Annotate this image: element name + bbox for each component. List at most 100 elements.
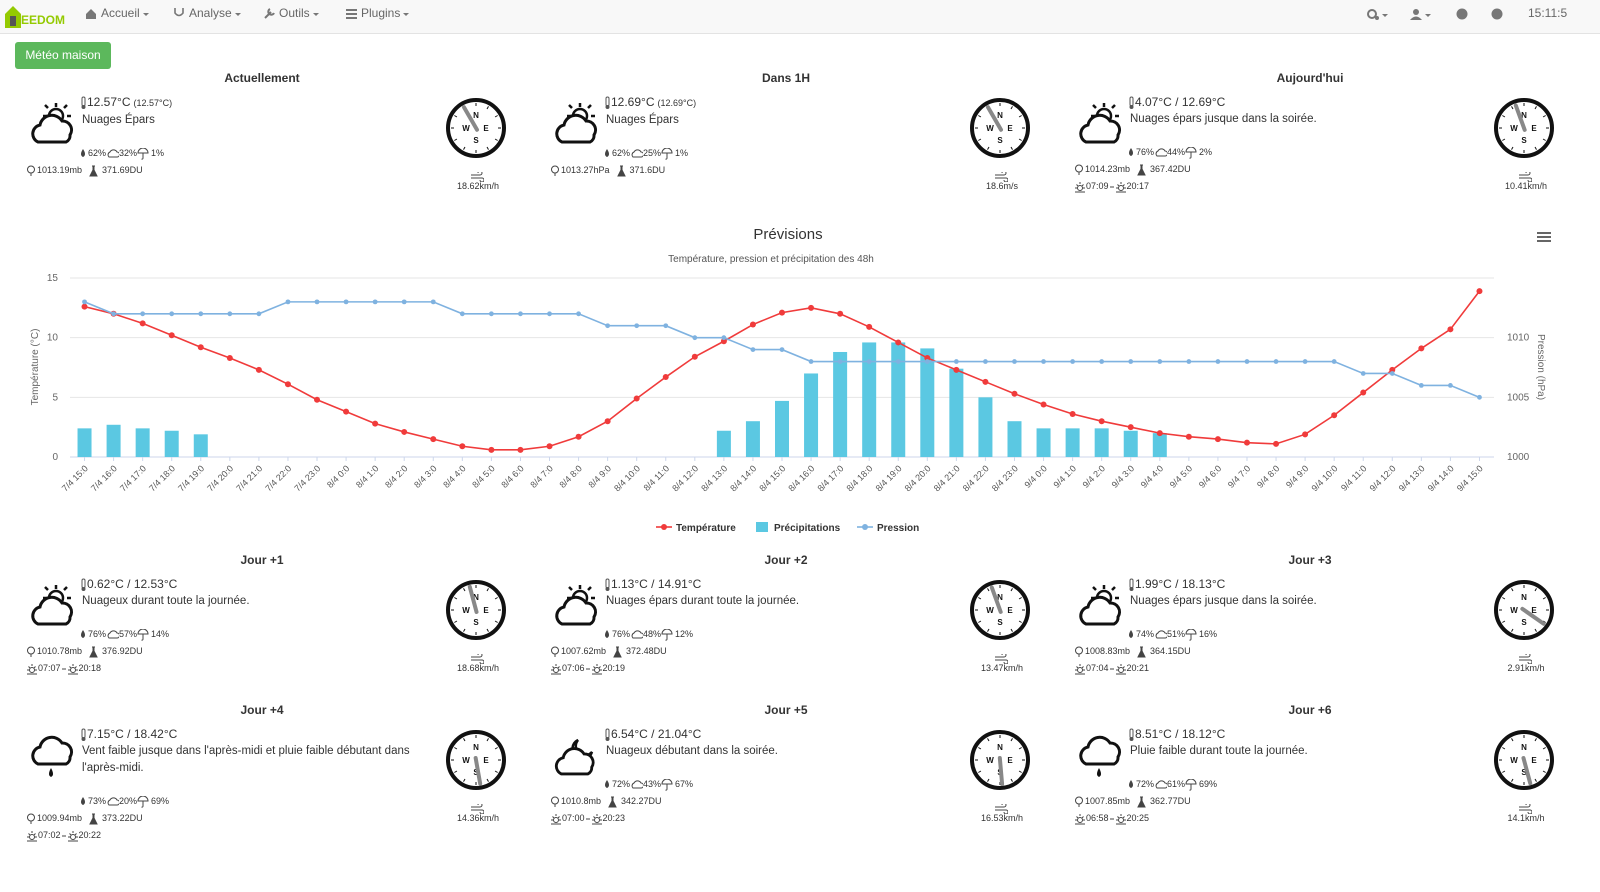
point: [692, 335, 698, 341]
cloud-icon: [631, 149, 644, 158]
y-tick-label: 5: [52, 392, 58, 403]
humidity: 72%: [612, 779, 631, 789]
card-title: Jour +4: [240, 703, 284, 717]
menu-icon[interactable]: [1537, 232, 1551, 242]
weather-card: Jour +1 0.62°C / 12.53°C Nuageux durant to…: [0, 552, 524, 702]
point: [314, 396, 321, 403]
wind-needle: [1520, 606, 1546, 626]
point: [663, 323, 669, 329]
compass-label: W: [986, 124, 994, 133]
description: Nuages Épars: [82, 114, 155, 126]
button[interactable]: Météo maison: [15, 42, 111, 69]
point: [779, 347, 785, 352]
menu-item[interactable]: Accueil: [85, 6, 152, 20]
point: [1447, 326, 1454, 333]
compass-tick: [1502, 620, 1506, 623]
card-info: 4.07°C / 12.69°C Nuages épars jusque dans…: [1048, 94, 1488, 195]
compass-label: N: [473, 593, 479, 602]
stats: 76% 48% 12%: [524, 626, 964, 643]
sun-line: 07:07 20:18: [0, 660, 440, 677]
point: [1041, 359, 1046, 364]
pressure-icon: [1075, 646, 1083, 657]
compass-tick: [454, 138, 458, 141]
chart-title: Prévisions: [753, 226, 822, 243]
point: [111, 311, 116, 317]
point: [1157, 359, 1163, 364]
cloud-cover: 51%: [1167, 629, 1186, 639]
wind-icon: [995, 172, 1008, 182]
humidity: 76%: [612, 629, 631, 639]
x-tick-label: 8/4 18:0: [845, 463, 875, 493]
x-tick-label: 9/4 13:0: [1397, 463, 1427, 493]
legend-label: Température: [676, 523, 736, 534]
point: [604, 418, 611, 425]
point: [284, 381, 291, 388]
bar: [135, 428, 150, 457]
x-tick-label: 9/4 14:0: [1426, 463, 1456, 493]
rain-chance: 1%: [675, 148, 689, 158]
ozone-icon: [89, 813, 98, 825]
rain-icon: [137, 147, 149, 160]
compass-tick: [987, 628, 990, 632]
x-tick-label: 7/4 23:0: [292, 463, 322, 493]
compass-tick: [978, 138, 982, 141]
point: [633, 395, 640, 402]
point: [575, 433, 582, 440]
menu-item[interactable]: Analyse: [173, 6, 244, 20]
card-title: Jour +6: [1288, 703, 1332, 717]
x-tick-label: 8/4 4:0: [441, 463, 468, 490]
sunset-icon: [1115, 663, 1126, 675]
caret: [142, 12, 149, 16]
compass-tick: [1502, 770, 1506, 773]
pressure-line: 1007.62mb 372.48DU: [524, 643, 964, 660]
stats: 73% 20% 69%: [0, 793, 440, 810]
pressure-line: 1007.85mb 362.77DU: [1048, 793, 1488, 810]
pressure: 1009.94mb: [37, 813, 83, 823]
ozone-icon: [1137, 164, 1146, 176]
separator: [1109, 186, 1114, 188]
x-tick-label: 9/4 10:0: [1310, 463, 1340, 493]
menu-item[interactable]: Plugins: [345, 6, 412, 20]
separator: [585, 818, 590, 820]
point: [488, 311, 494, 317]
point: [749, 321, 756, 328]
pressure: 1010.78mb: [37, 646, 83, 656]
cloud-icon: [107, 149, 120, 158]
wind-speed: 13.47km/h: [980, 663, 1024, 673]
rain-icon: [1185, 778, 1197, 791]
weather-icon: [31, 103, 74, 144]
caret: [312, 12, 319, 16]
weather-card: Dans 1H 12.69°C (12.69°C) Nuages Épars 62% 25…: [524, 70, 1048, 220]
compass-tick: [454, 115, 458, 118]
compass-label: S: [1521, 768, 1527, 777]
rain-icon: [661, 147, 673, 160]
compass-tick: [1511, 778, 1514, 782]
pressure-icon: [551, 646, 559, 657]
compass-tick: [1010, 588, 1013, 592]
point: [401, 299, 407, 305]
pressure-icon: [27, 813, 35, 824]
point: [1215, 359, 1221, 364]
pressure-line: 1010.8mb 342.27DU: [524, 793, 964, 810]
card-info: 1.99°C / 18.13°C Nuages épars jusque dans…: [1048, 576, 1488, 677]
menu-item[interactable]: Outils: [263, 6, 322, 20]
card-title: Actuellement: [224, 71, 300, 85]
point: [198, 311, 204, 317]
bar: [106, 424, 121, 457]
cloud-cover: 32%: [119, 148, 138, 158]
wind-icon: [471, 172, 484, 182]
x-tick-label: 7/4 18:0: [147, 463, 177, 493]
temp-line: 6.54°C / 21.04°C: [524, 726, 964, 743]
x-tick-label: 8/4 17:0: [815, 463, 845, 493]
pressure: 1014.23mb: [1085, 164, 1131, 174]
temperature: 12.57°C: [87, 95, 131, 109]
clock: 15:11:5: [1528, 6, 1568, 20]
point: [401, 428, 408, 435]
legend-label: Pression: [877, 523, 919, 534]
thermometer-icon: [605, 96, 610, 109]
x-tick-label: 8/4 12:0: [670, 463, 700, 493]
ozone: 371.6DU: [629, 165, 666, 175]
humidity: 73%: [88, 796, 107, 806]
